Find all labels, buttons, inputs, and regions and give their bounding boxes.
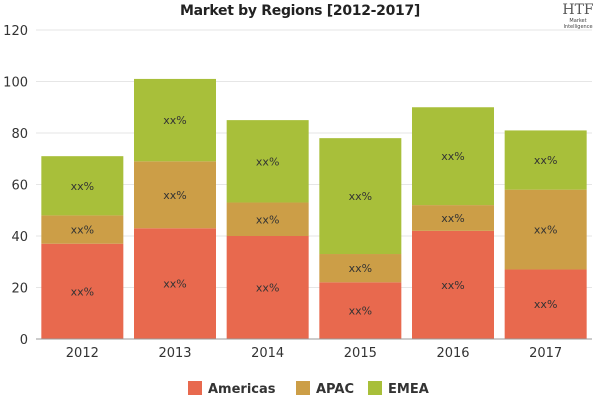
htf-logo: HTF Market Intelligence [556, 2, 600, 30]
x-tick-label: 2014 [251, 346, 284, 361]
y-tick-label: 120 [3, 24, 28, 39]
data-label: xx% [163, 189, 186, 202]
data-label: xx% [441, 212, 464, 225]
bar-segment-apac [412, 205, 494, 231]
y-tick-label: 0 [20, 333, 28, 348]
data-label: xx% [256, 282, 279, 295]
x-tick-label: 2012 [66, 346, 99, 361]
y-tick-label: 100 [3, 76, 28, 91]
bar-segment-americas [319, 282, 402, 339]
bar-segment-americas [41, 243, 124, 339]
y-tick-label: 40 [11, 230, 28, 245]
data-label: xx% [163, 114, 186, 127]
legend-label: APAC [316, 382, 354, 397]
bar-segment-apac [41, 215, 124, 244]
chart-title: Market by Regions [2012-2017] [179, 3, 421, 19]
x-tick-label: 2013 [158, 346, 191, 361]
bar-segment-emea [226, 120, 309, 203]
bar-segment-americas [226, 236, 309, 339]
bar-segment-apac [226, 202, 309, 236]
bar-segment-americas [134, 228, 216, 339]
data-label: xx% [256, 155, 279, 168]
data-label: xx% [534, 298, 557, 311]
legend-swatch-americas [188, 381, 202, 395]
bar-segment-apac [504, 189, 587, 270]
bar-segment-emea [504, 130, 587, 190]
data-label: xx% [441, 279, 464, 292]
data-label: xx% [441, 150, 464, 163]
data-label: xx% [71, 180, 94, 193]
data-label: xx% [534, 224, 557, 237]
legend-label: EMEA [388, 382, 429, 397]
data-label: xx% [349, 262, 372, 275]
legend-label: Americas [208, 382, 276, 397]
legend-swatch-emea [368, 381, 382, 395]
x-tick-label: 2017 [529, 346, 562, 361]
x-tick-label: 2016 [436, 346, 469, 361]
bar-segment-americas [504, 269, 587, 339]
data-label: xx% [256, 213, 279, 226]
bar-segment-emea [412, 107, 494, 206]
x-tick-label: 2015 [344, 346, 377, 361]
bar-segment-americas [412, 230, 494, 339]
y-tick-label: 20 [11, 282, 28, 297]
bar-segment-emea [319, 138, 402, 255]
bar-segment-apac [134, 161, 216, 229]
y-tick-label: 60 [11, 179, 28, 194]
data-label: xx% [349, 305, 372, 318]
data-label: xx% [71, 285, 94, 298]
data-label: xx% [163, 278, 186, 291]
data-label: xx% [349, 190, 372, 203]
y-tick-label: 80 [11, 127, 28, 142]
data-label: xx% [71, 224, 94, 237]
bar-segment-emea [41, 156, 124, 216]
bar-segment-apac [319, 254, 402, 283]
logo-text: HTF [562, 2, 594, 18]
bar-segment-emea [134, 78, 216, 162]
legend-swatch-apac [296, 381, 310, 395]
logo-subtext: Market Intelligence [563, 18, 593, 30]
data-label: xx% [534, 154, 557, 167]
